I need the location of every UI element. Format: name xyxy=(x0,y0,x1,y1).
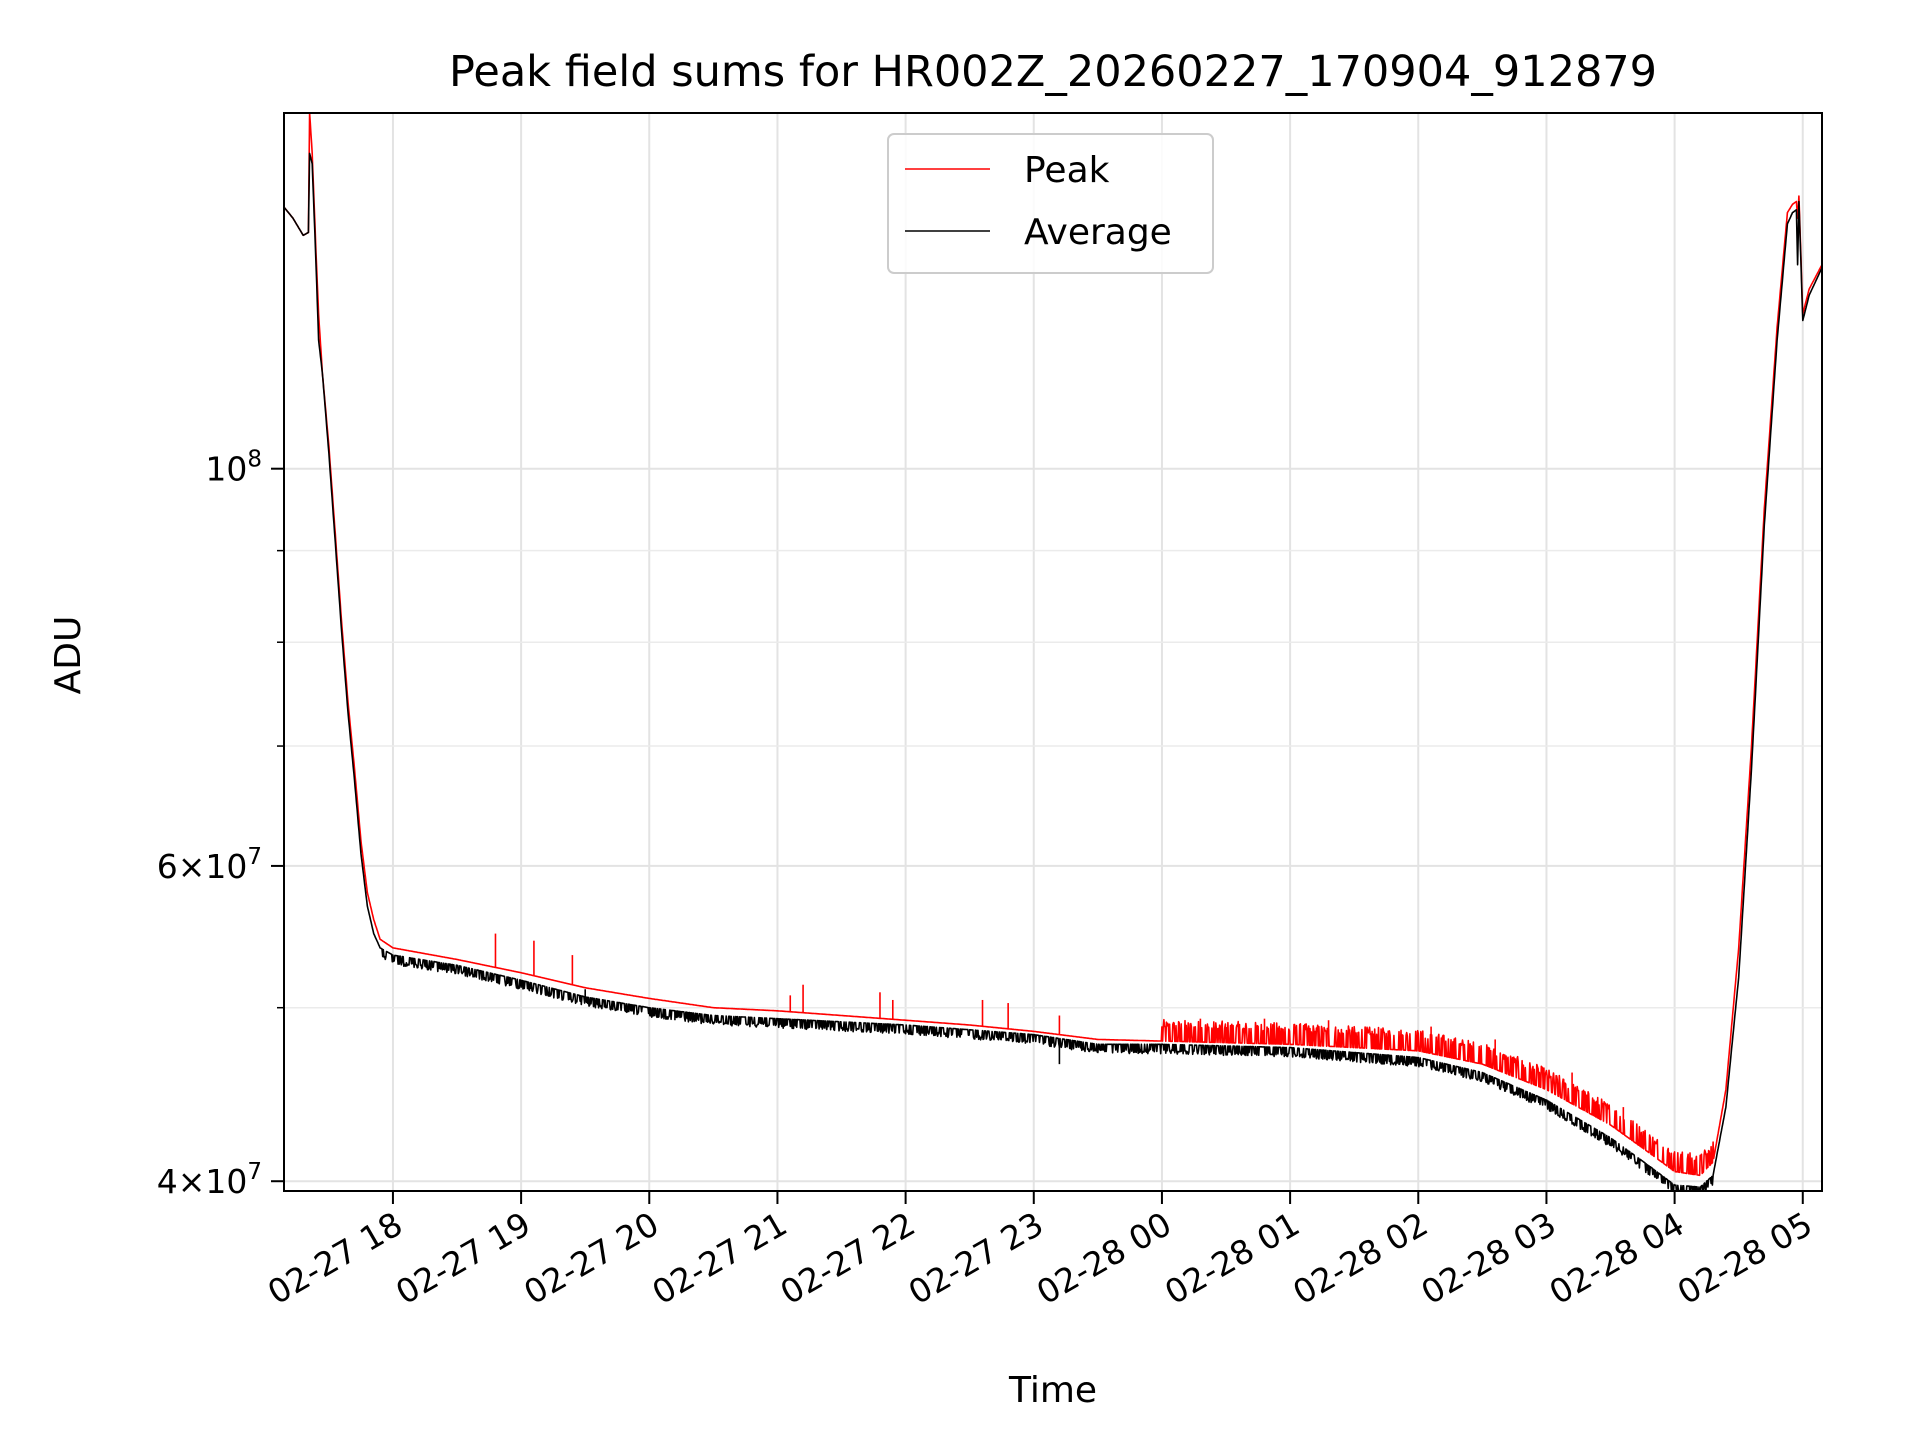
series-peak xyxy=(284,113,1822,1177)
series-line xyxy=(284,152,1822,1191)
legend-label-average: Average xyxy=(1024,212,1172,253)
series-average xyxy=(284,152,1822,1191)
legend-label-peak: Peak xyxy=(1024,150,1110,191)
y-tick-label: 4×107 xyxy=(157,1159,262,1201)
legend: Peak Average xyxy=(887,133,1214,274)
x-axis-label: Time xyxy=(1008,1370,1097,1411)
axes-frame xyxy=(283,112,1823,1192)
y-tick-label: 108 xyxy=(205,447,262,489)
series-line xyxy=(284,113,1822,1177)
y-axis-label: ADU xyxy=(48,616,89,695)
y-axis: 108 6×107 4×107 xyxy=(157,447,284,1201)
plot-area xyxy=(284,113,1822,1191)
chart-title: Peak field sums for HR002Z_20260227_1709… xyxy=(449,47,1657,97)
grid xyxy=(284,113,1822,1191)
y-tick-label: 6×107 xyxy=(157,844,262,886)
